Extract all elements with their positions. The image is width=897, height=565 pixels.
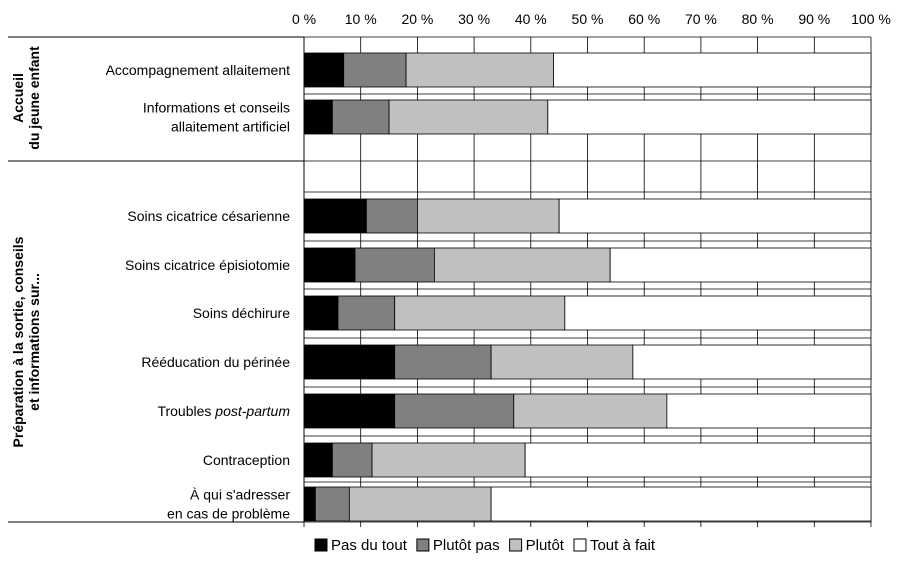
group-label-line: Préparation à la sortie, conseils [10,236,26,447]
legend-swatch [416,538,430,552]
bar-segment [553,52,872,88]
x-tick-label: 90 % [798,11,830,27]
bar-segment [434,247,611,283]
legend-label: Plutôt pas [433,537,500,554]
bar-segment [303,344,396,380]
category-label: Soins cicatrice épisiotomie [125,257,290,273]
x-tick-label: 50 % [572,11,604,27]
legend-swatch [314,538,328,552]
x-tick-label: 80 % [742,11,774,27]
legend-label: Tout à fait [590,537,656,554]
bar-segment [513,393,668,429]
group-label-line: du jeune enfant [26,46,42,150]
bar-segment [405,52,554,88]
bar-segment [343,52,407,88]
x-tick-label: 40 % [515,11,547,27]
x-tick-label: 30 % [458,11,490,27]
bar-segment [303,247,356,283]
group-label-line: et informations sur... [26,273,42,411]
bar-segment [303,295,339,331]
bar-segment [303,99,333,135]
category-labels: Accompagnement allaitement Informations e… [106,62,291,522]
plot-frame [8,36,305,523]
bar-segment [547,99,872,135]
bar-segment [394,344,492,380]
bar-segment [303,198,367,234]
bar-segment [303,52,345,88]
bar-segment [524,442,872,478]
bar-segment [303,393,396,429]
category-label: Soins déchirure [193,305,290,321]
group-label-line: Accueil [10,73,26,123]
legend-label: Plutôt [526,537,565,554]
bar-segment [416,198,560,234]
x-tick-label: 20 % [401,11,433,27]
category-label: Soins cicatrice césarienne [127,208,290,224]
legend: Pas du tout Plutôt pas Plutôt Tout à fait [314,537,656,554]
category-label: Informations et conseils [143,100,290,116]
x-tick-label: 70 % [685,11,717,27]
bar-segment [564,295,872,331]
bar-segment [388,99,549,135]
category-label: allaitement artificiel [171,119,290,135]
x-axis-ticks: 0 % 10 % 20 % 30 % 40 % 50 % 60 % 70 % 80 % 90 % 1… [292,11,891,527]
category-label: en cas de problème [167,506,290,522]
bar-segment [303,486,316,522]
category-label: Troubles post-partum [157,403,290,419]
bar-segment [490,344,634,380]
bar-segment [337,295,396,331]
bar-segment [331,442,373,478]
bar-segment [394,295,566,331]
bar-segment [314,486,350,522]
bars [303,52,872,522]
bar-segment [394,393,515,429]
legend-swatch [509,538,523,552]
x-tick-label: 10 % [345,11,377,27]
bar-segment [558,198,872,234]
group-labels: Accueil du jeune enfant Préparation à la s… [10,46,42,447]
bar-segment [666,393,872,429]
legend-label: Pas du tout [331,537,408,554]
bar-segment [371,442,526,478]
bar-segment [632,344,872,380]
bar-segment [303,442,333,478]
legend-swatch [573,538,587,552]
group-label: Préparation à la sortie, conseils et info… [10,236,42,447]
category-label: À qui s'adresser [190,487,290,503]
bar-segment [365,198,418,234]
x-tick-label: 100 % [851,11,891,27]
bar-segment [348,486,492,522]
category-label: Rééducation du périnée [141,354,290,370]
bar-segment [609,247,872,283]
category-label: Accompagnement allaitement [106,62,291,78]
group-label: Accueil du jeune enfant [10,46,42,150]
bar-segment [490,486,872,522]
bar-segment [354,247,435,283]
x-tick-label: 60 % [628,11,660,27]
bar-segment [331,99,390,135]
category-label: Contraception [203,452,290,468]
x-tick-label: 0 % [292,11,316,27]
